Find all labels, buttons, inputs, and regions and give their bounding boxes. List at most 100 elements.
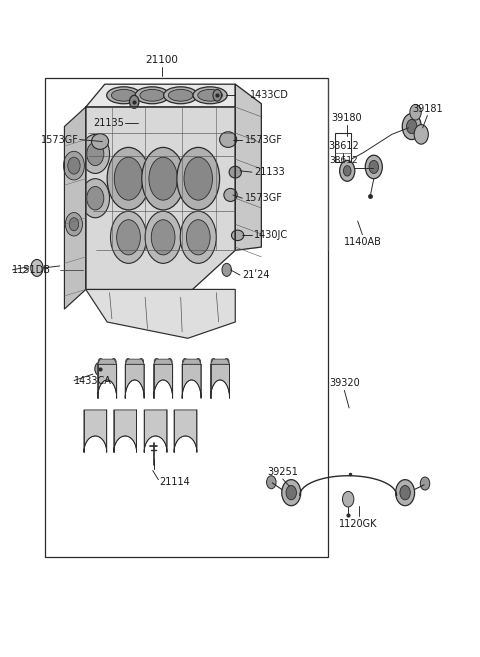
Circle shape bbox=[213, 89, 221, 101]
Circle shape bbox=[211, 359, 216, 365]
Text: 1151DB: 1151DB bbox=[12, 265, 51, 275]
Polygon shape bbox=[154, 359, 173, 365]
Ellipse shape bbox=[145, 212, 181, 263]
Circle shape bbox=[139, 359, 144, 365]
Bar bbox=[46, 78, 328, 556]
Polygon shape bbox=[144, 410, 167, 452]
Text: 1573GF: 1573GF bbox=[41, 135, 79, 145]
Ellipse shape bbox=[114, 157, 143, 200]
Circle shape bbox=[420, 477, 430, 490]
Circle shape bbox=[196, 359, 201, 365]
Polygon shape bbox=[84, 410, 107, 452]
Text: 1573GF: 1573GF bbox=[245, 135, 283, 145]
Circle shape bbox=[343, 166, 351, 176]
Polygon shape bbox=[114, 410, 137, 452]
Ellipse shape bbox=[224, 189, 237, 202]
Circle shape bbox=[182, 359, 187, 365]
Polygon shape bbox=[86, 84, 235, 107]
Ellipse shape bbox=[231, 230, 244, 240]
Circle shape bbox=[286, 486, 297, 500]
Circle shape bbox=[65, 213, 83, 236]
Ellipse shape bbox=[87, 187, 104, 210]
Polygon shape bbox=[182, 359, 201, 365]
Text: 38612: 38612 bbox=[328, 141, 359, 151]
Circle shape bbox=[365, 155, 383, 179]
Ellipse shape bbox=[229, 166, 241, 178]
Circle shape bbox=[369, 160, 379, 173]
Circle shape bbox=[69, 217, 79, 231]
Ellipse shape bbox=[135, 87, 169, 104]
Text: 1433CD: 1433CD bbox=[250, 90, 288, 101]
Ellipse shape bbox=[184, 157, 213, 200]
Ellipse shape bbox=[151, 219, 175, 255]
Ellipse shape bbox=[180, 212, 216, 263]
Circle shape bbox=[414, 125, 428, 144]
Text: 21114: 21114 bbox=[159, 476, 190, 487]
Circle shape bbox=[407, 120, 417, 134]
Text: 21133: 21133 bbox=[254, 167, 285, 177]
Text: 1120GK: 1120GK bbox=[339, 519, 378, 529]
Polygon shape bbox=[86, 107, 235, 290]
Ellipse shape bbox=[164, 87, 198, 104]
Circle shape bbox=[342, 491, 354, 507]
Polygon shape bbox=[174, 410, 197, 452]
Circle shape bbox=[400, 486, 410, 500]
Circle shape bbox=[168, 359, 172, 365]
Text: 39320: 39320 bbox=[329, 378, 360, 388]
Text: 39180: 39180 bbox=[331, 113, 362, 124]
Text: 1140AB: 1140AB bbox=[345, 237, 382, 247]
Circle shape bbox=[111, 359, 116, 365]
Ellipse shape bbox=[110, 212, 146, 263]
Polygon shape bbox=[154, 365, 173, 398]
Text: 21100: 21100 bbox=[145, 55, 178, 64]
Ellipse shape bbox=[219, 132, 237, 147]
Circle shape bbox=[396, 480, 415, 506]
Circle shape bbox=[63, 151, 84, 180]
Circle shape bbox=[31, 260, 43, 277]
Ellipse shape bbox=[140, 89, 165, 101]
Circle shape bbox=[282, 480, 301, 506]
Ellipse shape bbox=[87, 142, 104, 166]
Ellipse shape bbox=[168, 89, 193, 101]
Polygon shape bbox=[235, 84, 261, 250]
Ellipse shape bbox=[222, 263, 231, 277]
Circle shape bbox=[154, 359, 159, 365]
Polygon shape bbox=[211, 359, 229, 365]
Circle shape bbox=[410, 104, 421, 120]
Ellipse shape bbox=[81, 179, 109, 217]
Text: 39251: 39251 bbox=[267, 467, 298, 477]
Text: 38612: 38612 bbox=[329, 156, 358, 165]
Text: 39181: 39181 bbox=[412, 104, 443, 114]
Ellipse shape bbox=[107, 147, 150, 210]
Ellipse shape bbox=[107, 87, 141, 104]
Ellipse shape bbox=[142, 147, 184, 210]
Polygon shape bbox=[86, 290, 235, 338]
Polygon shape bbox=[64, 107, 86, 309]
Circle shape bbox=[266, 476, 276, 489]
Circle shape bbox=[224, 359, 229, 365]
Circle shape bbox=[126, 359, 131, 365]
Polygon shape bbox=[211, 365, 229, 398]
Ellipse shape bbox=[111, 89, 136, 101]
Ellipse shape bbox=[92, 134, 108, 149]
Bar bbox=[335, 133, 351, 162]
Polygon shape bbox=[125, 365, 144, 398]
Text: 21ʹ24: 21ʹ24 bbox=[242, 270, 270, 280]
Text: 1573GF: 1573GF bbox=[245, 193, 283, 203]
Circle shape bbox=[340, 160, 355, 181]
Ellipse shape bbox=[149, 157, 178, 200]
Circle shape bbox=[402, 114, 421, 139]
Circle shape bbox=[95, 363, 104, 375]
Ellipse shape bbox=[198, 89, 222, 101]
Polygon shape bbox=[182, 365, 201, 398]
Polygon shape bbox=[125, 359, 144, 365]
Ellipse shape bbox=[193, 87, 227, 104]
Ellipse shape bbox=[186, 219, 210, 255]
Circle shape bbox=[130, 95, 139, 108]
Polygon shape bbox=[97, 365, 117, 398]
Circle shape bbox=[68, 157, 80, 174]
Ellipse shape bbox=[81, 135, 109, 173]
Text: 1430JC: 1430JC bbox=[254, 231, 288, 240]
Circle shape bbox=[98, 359, 103, 365]
Ellipse shape bbox=[117, 219, 140, 255]
